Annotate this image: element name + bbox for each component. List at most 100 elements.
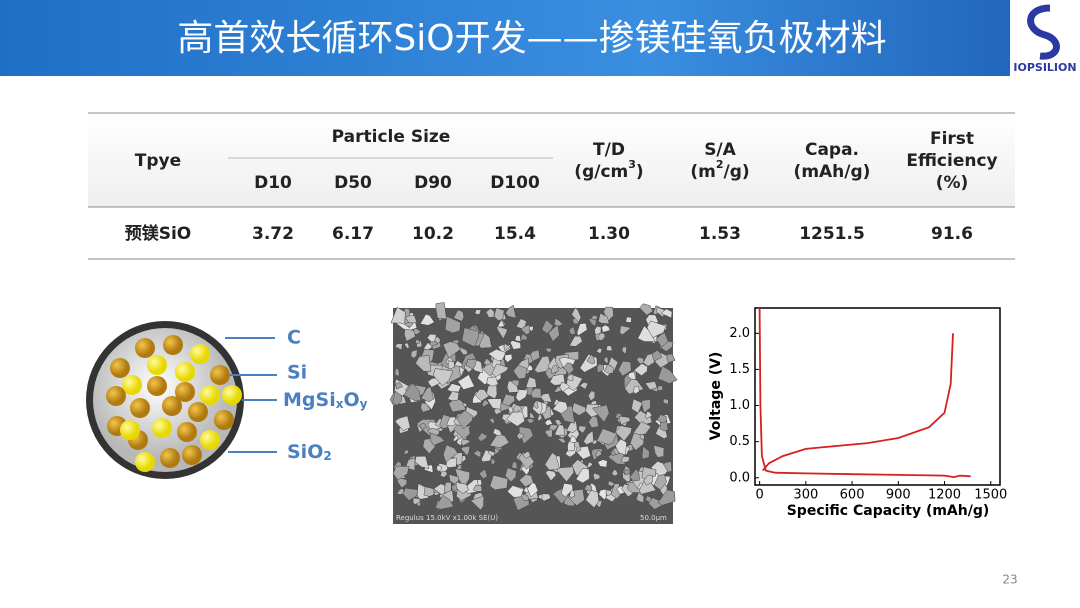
grain [645, 410, 653, 419]
grain [501, 393, 515, 407]
header-cell: (g/cm3) [574, 158, 643, 182]
grain [396, 488, 405, 495]
grain [642, 353, 655, 367]
grain [511, 461, 518, 469]
grain [620, 456, 630, 464]
grain [426, 333, 437, 343]
particle [120, 420, 140, 440]
header-cell: D90 [414, 173, 452, 193]
grain [457, 374, 475, 390]
grain [491, 363, 509, 378]
x-axis-label: Specific Capacity (mAh/g) [787, 503, 990, 519]
grain [419, 313, 435, 326]
grain [587, 390, 596, 402]
sem-image: Regulus 15.0kV x1.00k SE(U) 50.0μm [389, 302, 678, 524]
grain [506, 485, 524, 498]
x-tick-label: 600 [840, 488, 865, 503]
grain [444, 315, 461, 334]
particle [222, 385, 242, 405]
grain [643, 474, 653, 486]
particle [160, 448, 180, 468]
grain [526, 418, 534, 424]
grain [403, 449, 409, 455]
grain [460, 445, 471, 457]
grain [420, 386, 434, 403]
particle [200, 385, 220, 405]
table-cell: 1.30 [588, 224, 630, 244]
grain [403, 382, 422, 402]
grain [615, 438, 627, 456]
grain [440, 471, 448, 478]
grain [472, 484, 483, 492]
table-cell: 6.17 [332, 224, 374, 244]
grain [489, 417, 495, 425]
grain [583, 430, 594, 445]
grain [593, 472, 601, 481]
grain [414, 455, 430, 470]
grain [546, 347, 552, 353]
header-cell: Capa. [805, 140, 859, 160]
slide-title: 高首效长循环SiO开发——掺镁硅氧负极材料 [177, 18, 886, 59]
grain [496, 325, 508, 340]
grain [659, 419, 669, 432]
grain [653, 474, 667, 491]
grain [657, 385, 664, 392]
grain [618, 360, 632, 377]
grain [485, 308, 495, 318]
particle [200, 430, 220, 450]
grain [544, 419, 553, 426]
particle [175, 362, 195, 382]
particle [152, 418, 172, 438]
grain [410, 349, 418, 359]
grain [583, 483, 593, 492]
grain [571, 307, 582, 323]
table-cell: 3.72 [252, 224, 294, 244]
grain [591, 404, 610, 423]
grain [606, 345, 613, 351]
grain [455, 482, 469, 494]
particle [182, 445, 202, 465]
label: SiO2 [287, 441, 332, 463]
grain [627, 371, 637, 380]
grain [474, 309, 482, 315]
grain [534, 355, 553, 373]
grain [486, 398, 502, 410]
header-cell: D50 [334, 173, 372, 193]
grain [540, 393, 553, 403]
table-header-bg [88, 113, 1015, 207]
grain [487, 349, 507, 362]
grain [639, 433, 645, 440]
grain [596, 363, 605, 374]
grain [541, 493, 551, 502]
header-cell: (%) [936, 173, 969, 193]
grain [507, 406, 514, 413]
grain [636, 356, 644, 365]
table-cell: 91.6 [931, 224, 973, 244]
particle [175, 382, 195, 402]
grain [415, 355, 432, 372]
grain [494, 448, 500, 456]
y-tick-label: 1.0 [729, 398, 750, 413]
particle [110, 358, 130, 378]
grain [434, 494, 454, 510]
grain [483, 358, 492, 366]
grain [544, 452, 561, 471]
grain [434, 336, 441, 344]
header-cell: Particle Size [332, 127, 451, 147]
grain [443, 444, 459, 463]
grain [532, 401, 539, 409]
grain [597, 332, 606, 342]
table-cell: 10.2 [412, 224, 454, 244]
grain [611, 469, 619, 477]
grain [635, 491, 645, 504]
grain [571, 402, 586, 416]
header-bar [0, 0, 1080, 76]
x-tick-label: 0 [755, 488, 763, 503]
grain [506, 411, 526, 427]
grain [515, 389, 529, 402]
grain [452, 434, 459, 442]
grain [504, 354, 513, 363]
grain [562, 362, 575, 375]
grain [514, 335, 522, 342]
grain [429, 432, 445, 446]
